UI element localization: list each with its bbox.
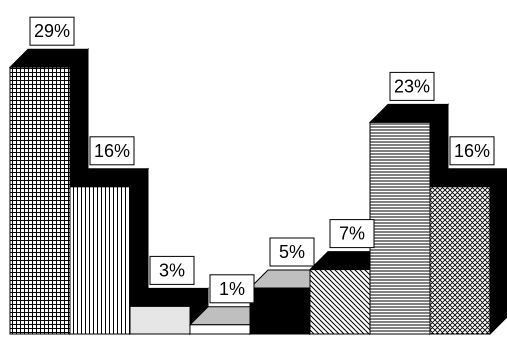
data-label-box <box>149 255 195 285</box>
data-label-text: 29% <box>34 21 70 41</box>
data-label-box <box>389 71 435 101</box>
data-label-text: 16% <box>454 141 490 161</box>
bars-layer <box>8 47 507 336</box>
bar-side-face <box>489 169 507 336</box>
data-label-text: 5% <box>279 242 305 262</box>
bar-front-face <box>69 186 131 335</box>
data-label-box <box>89 136 135 166</box>
bar-front-face <box>129 305 191 335</box>
data-label: 16% <box>449 136 495 166</box>
data-label-box <box>269 237 315 267</box>
bar-front-face <box>249 287 311 335</box>
data-label-text: 23% <box>394 76 430 96</box>
data-label: 23% <box>389 71 435 101</box>
data-label-box <box>209 274 255 304</box>
bar-front-face <box>309 269 371 335</box>
bar <box>428 168 507 336</box>
data-label-box <box>329 219 375 249</box>
data-label-text: 7% <box>339 224 365 244</box>
data-label: 3% <box>149 255 195 285</box>
data-labels-layer: 29% 16% 3% 1% 5% 7% 23% 16% <box>29 16 495 304</box>
bar-front-face <box>369 121 431 335</box>
data-label-text: 16% <box>94 141 130 161</box>
data-label: 1% <box>209 274 255 304</box>
data-label-box <box>449 136 495 166</box>
data-label: 7% <box>329 219 375 249</box>
data-label-text: 1% <box>219 279 245 299</box>
bar-front-face <box>189 324 251 335</box>
bar-front-face <box>429 186 491 335</box>
data-label-text: 3% <box>159 260 185 280</box>
data-label: 29% <box>29 16 75 46</box>
data-label: 5% <box>269 237 315 267</box>
data-label: 16% <box>89 136 135 166</box>
data-label-box <box>29 16 75 46</box>
bar-front-face <box>9 66 71 335</box>
